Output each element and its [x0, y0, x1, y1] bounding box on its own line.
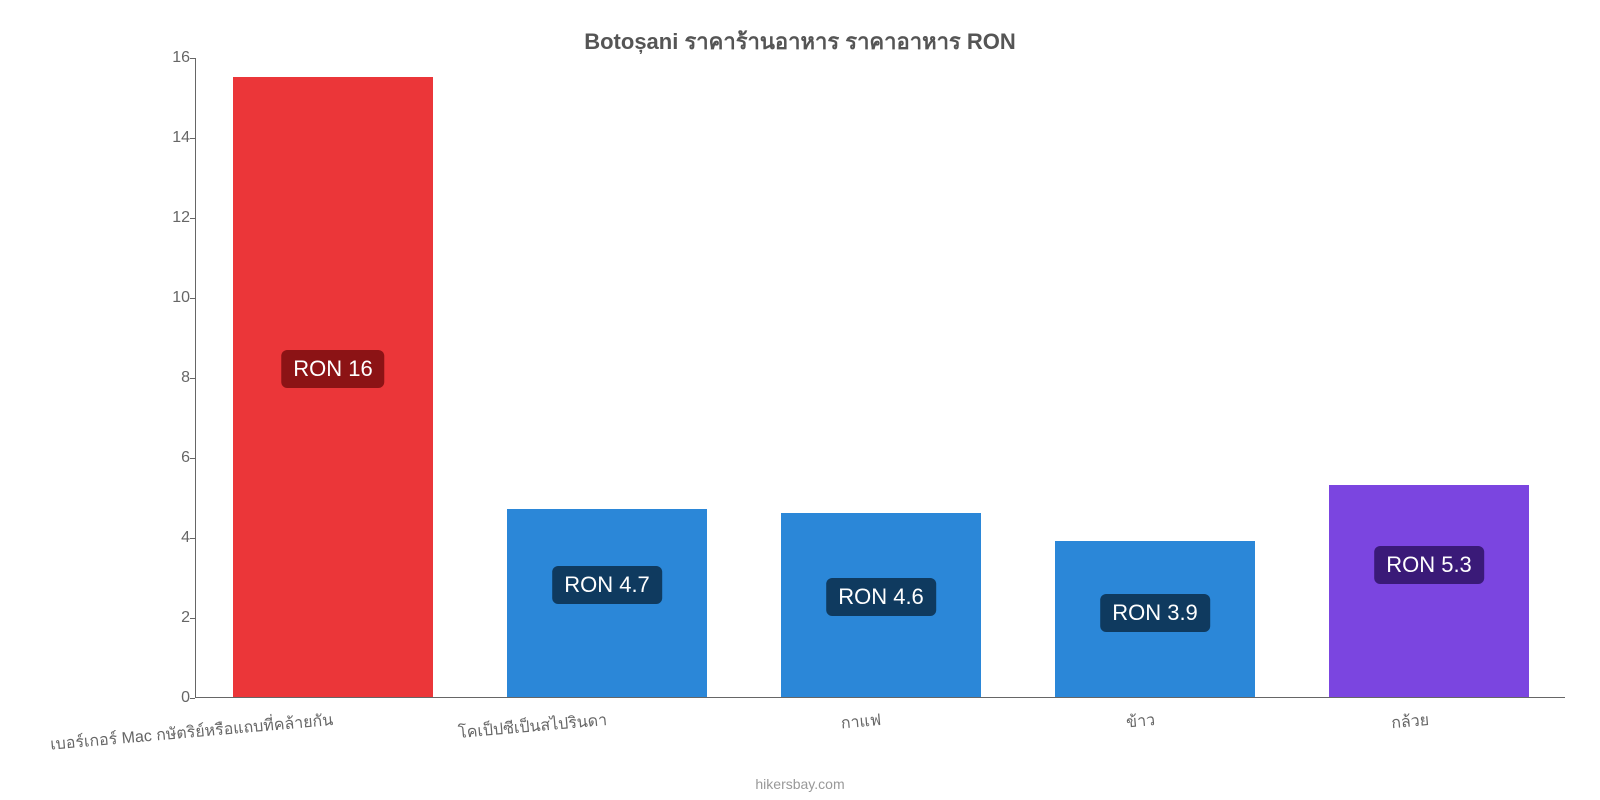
y-tick-mark	[190, 698, 195, 699]
y-tick-mark	[190, 618, 195, 619]
x-category-label: เบอร์เกอร์ Mac กษัตริย์หรือแถบที่คล้ายกั…	[49, 708, 334, 758]
plot-area: RON 16 RON 4.7 RON 4.6 RON 3.9 RON 5.3	[195, 58, 1565, 698]
y-tick-label: 16	[170, 49, 190, 67]
y-tick-mark	[190, 378, 195, 379]
y-tick-label: 12	[170, 209, 190, 227]
y-tick-label: 10	[170, 289, 190, 307]
y-tick-mark	[190, 298, 195, 299]
bar-chart: Botoșani ราคาร้านอาหาร ราคาอาหาร RON RON…	[0, 0, 1600, 800]
y-tick-label: 8	[170, 369, 190, 387]
attribution-text: hikersbay.com	[0, 776, 1600, 792]
y-tick-label: 2	[170, 609, 190, 627]
y-tick-label: 4	[170, 529, 190, 547]
value-badge: RON 3.9	[1100, 594, 1210, 632]
x-category-label: กาแฟ	[840, 708, 882, 736]
value-badge: RON 4.6	[826, 578, 936, 616]
y-tick-mark	[190, 58, 195, 59]
y-tick-mark	[190, 458, 195, 459]
y-tick-label: 14	[170, 129, 190, 147]
y-tick-label: 0	[170, 689, 190, 707]
value-badge: RON 5.3	[1374, 546, 1484, 584]
chart-title: Botoșani ราคาร้านอาหาร ราคาอาหาร RON	[0, 24, 1600, 59]
y-tick-label: 6	[170, 449, 190, 467]
value-badge: RON 4.7	[552, 566, 662, 604]
x-category-label: กล้วย	[1390, 708, 1430, 736]
y-tick-mark	[190, 218, 195, 219]
x-category-label: โคเป็ปซีเป็นสไปรินดา	[457, 708, 608, 746]
y-tick-mark	[190, 138, 195, 139]
x-category-label: ข้าว	[1125, 708, 1156, 735]
bar	[1329, 485, 1529, 697]
y-tick-mark	[190, 538, 195, 539]
value-badge: RON 16	[281, 350, 384, 388]
